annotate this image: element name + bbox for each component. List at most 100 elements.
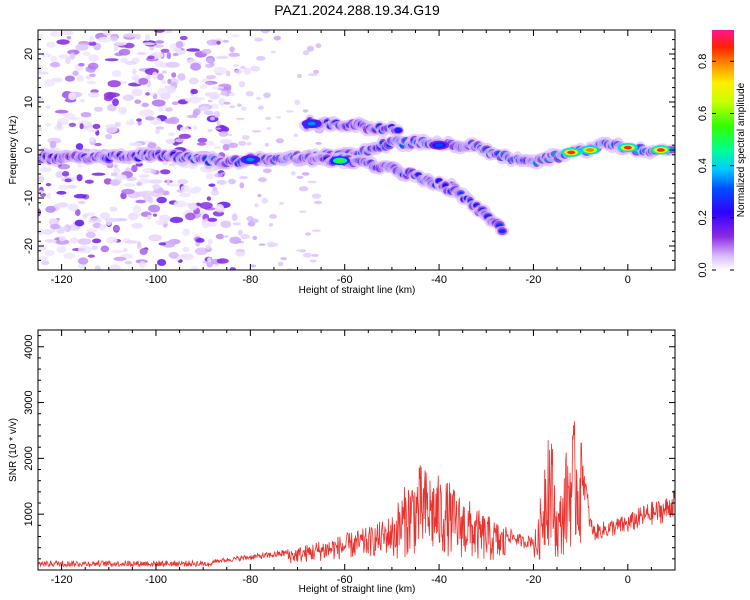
noise-blob xyxy=(109,264,121,270)
noise-blob xyxy=(238,175,248,180)
noise-blob xyxy=(179,192,191,198)
noise-blob xyxy=(76,174,83,182)
noise-blob xyxy=(252,235,258,240)
noise-blob xyxy=(88,41,97,46)
noise-blob xyxy=(125,240,138,244)
noise-blob xyxy=(229,105,236,109)
noise-blob xyxy=(215,203,224,210)
noise-blob xyxy=(314,200,323,205)
noise-blob xyxy=(298,210,307,213)
noise-blob xyxy=(68,122,77,127)
colorbar-tick-label: 0.8 xyxy=(697,54,709,69)
colorbar-ticks: 0.0 0.2 0.4 0.6 0.8 xyxy=(697,54,734,278)
noise-blob xyxy=(121,188,135,195)
noise-blob xyxy=(207,217,218,222)
peak-core xyxy=(567,150,576,155)
peak-core xyxy=(623,145,632,150)
x-tick-label: -40 xyxy=(431,574,447,586)
noise-blob xyxy=(123,248,128,252)
noise-blob xyxy=(123,33,137,38)
noise-blob xyxy=(315,43,322,49)
spectrogram-ticks: -120 -100 -80 -60 -40 -20 0 20 10 0 -10 -20 xyxy=(23,29,676,286)
noise-blob xyxy=(246,142,252,146)
colorbar-tick-label: 0.4 xyxy=(697,158,709,173)
snr-panel: -120 -100 -80 -60 -40 -20 0 1000 2000 3000 4000 He… xyxy=(8,329,676,595)
noise-blob xyxy=(75,208,81,217)
noise-blob xyxy=(158,242,167,246)
noise-blob xyxy=(124,260,133,265)
noise-blob xyxy=(171,72,177,78)
noise-blob xyxy=(78,200,86,205)
noise-blob xyxy=(88,62,99,70)
noise-blob xyxy=(307,180,317,184)
y-tick-label: 3000 xyxy=(23,390,35,414)
noise-blob xyxy=(258,243,266,246)
noise-blob xyxy=(78,62,85,67)
noise-blob xyxy=(180,126,189,132)
noise-blob xyxy=(257,194,262,198)
noise-blob xyxy=(115,174,127,181)
peak-core xyxy=(336,158,344,163)
noise-blob xyxy=(39,167,52,173)
noise-blob xyxy=(167,78,172,85)
noise-blob xyxy=(148,234,162,242)
noise-blob xyxy=(268,223,274,227)
noise-blob xyxy=(185,212,196,221)
noise-blob xyxy=(77,257,89,265)
noise-blob xyxy=(196,142,207,146)
noise-blob xyxy=(225,70,231,77)
noise-blob xyxy=(311,253,319,257)
noise-blob xyxy=(212,186,218,191)
noise-blob xyxy=(271,50,276,54)
noise-blob xyxy=(85,75,91,80)
noise-blob xyxy=(260,30,270,34)
x-tick-label: -120 xyxy=(51,274,73,286)
noise-blob xyxy=(311,193,322,199)
noise-blob xyxy=(129,142,142,147)
noise-blob xyxy=(120,57,128,64)
noise-blob xyxy=(167,183,181,187)
noise-blob xyxy=(82,51,91,57)
noise-blob xyxy=(87,254,95,258)
noise-blob xyxy=(169,216,184,223)
noise-blob xyxy=(215,233,225,240)
noise-blob xyxy=(250,264,257,268)
noise-blob xyxy=(122,94,135,101)
noise-blob xyxy=(302,252,312,258)
noise-blob xyxy=(220,220,232,228)
colorbar-tick-label: 0.0 xyxy=(697,262,709,277)
noise-blob xyxy=(156,196,167,204)
noise-blob xyxy=(201,48,212,55)
x-tick-label: -100 xyxy=(145,574,167,586)
noise-blob xyxy=(113,164,118,168)
snr-ylabel: SNR (10 * v/v) xyxy=(8,418,19,482)
x-tick-label: 0 xyxy=(625,574,631,586)
noise-blob xyxy=(240,233,250,240)
snr-background xyxy=(38,330,675,570)
noise-blob xyxy=(263,92,271,99)
snr-marks xyxy=(37,421,676,568)
noise-blob xyxy=(228,142,239,148)
noise-blob xyxy=(58,235,66,242)
noise-blob xyxy=(172,52,179,57)
noise-blob xyxy=(104,58,119,62)
noise-blob xyxy=(145,92,150,96)
x-tick-label: -120 xyxy=(51,574,73,586)
noise-blob xyxy=(75,143,84,151)
noise-blob xyxy=(302,50,310,56)
noise-blob xyxy=(218,131,229,137)
noise-blob xyxy=(261,197,269,204)
noise-blob xyxy=(296,73,302,79)
noise-blob xyxy=(241,135,250,140)
noise-blob xyxy=(98,36,111,43)
noise-blob xyxy=(58,54,69,59)
noise-blob xyxy=(203,110,214,116)
noise-blob xyxy=(180,253,194,261)
noise-blob xyxy=(136,52,147,55)
noise-blob xyxy=(165,61,180,68)
noise-blob xyxy=(86,80,97,85)
noise-blob xyxy=(67,49,80,55)
noise-blob xyxy=(63,252,76,260)
noise-blob xyxy=(154,40,165,44)
noise-blob xyxy=(75,43,89,51)
